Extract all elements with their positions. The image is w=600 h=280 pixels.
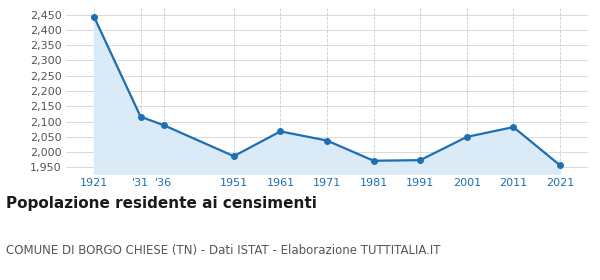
Text: COMUNE DI BORGO CHIESE (TN) - Dati ISTAT - Elaborazione TUTTITALIA.IT: COMUNE DI BORGO CHIESE (TN) - Dati ISTAT… bbox=[6, 244, 440, 256]
Text: Popolazione residente ai censimenti: Popolazione residente ai censimenti bbox=[6, 196, 317, 211]
